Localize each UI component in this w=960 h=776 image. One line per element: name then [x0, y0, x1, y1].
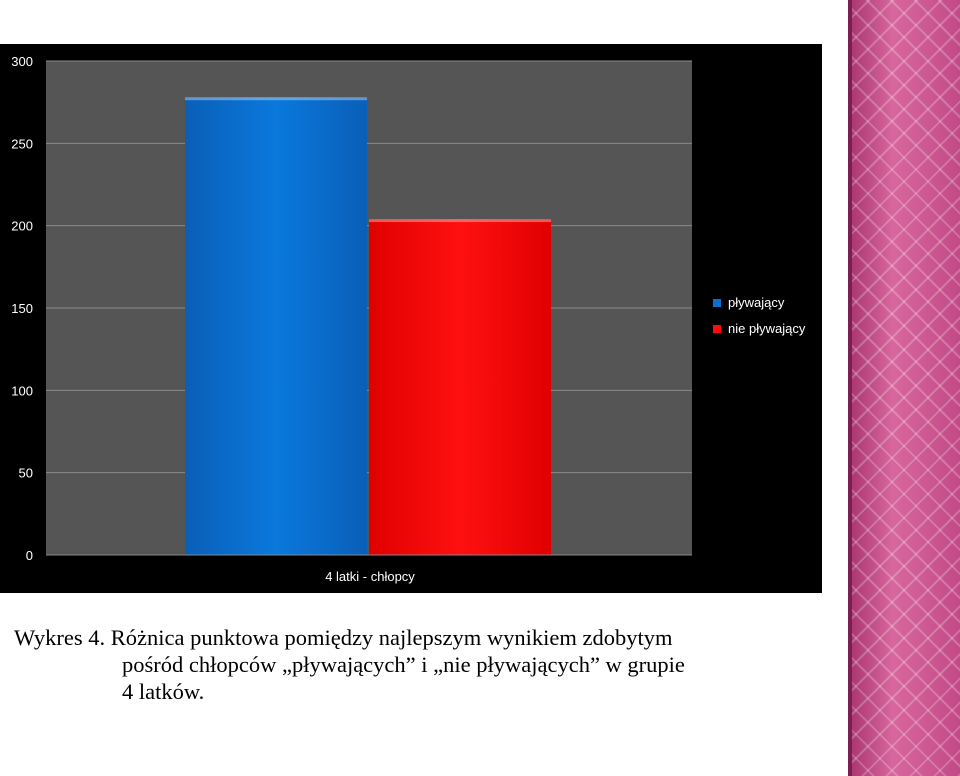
y-tick-label: 100 — [11, 383, 33, 398]
y-tick-label: 250 — [11, 136, 33, 151]
decorative-side-strip — [848, 0, 960, 776]
y-tick-label: 150 — [11, 301, 33, 316]
legend-label-plywajacy: pływający — [728, 295, 785, 310]
legend-swatch-nie-plywajacy — [713, 325, 721, 333]
chart-panel: 300 250 200 150 100 50 0 4 latki - chłopcy pły… — [0, 44, 822, 593]
bar-nie-plywajacy — [369, 219, 551, 555]
bar-highlight — [369, 219, 551, 223]
bars — [185, 97, 551, 555]
x-category-label: 4 latki - chłopcy — [325, 569, 415, 584]
legend-swatch-plywajacy — [713, 299, 721, 307]
side-strip-edge — [848, 0, 852, 776]
caption-line-2: pośród chłopców „pływających” i „nie pły… — [122, 652, 685, 677]
caption-line-1: Wykres 4. Różnica punktowa pomiędzy najl… — [14, 625, 673, 650]
figure-caption: Wykres 4. Różnica punktowa pomiędzy najl… — [14, 624, 814, 705]
y-tick-label: 0 — [26, 548, 33, 563]
y-tick-label: 50 — [19, 466, 33, 481]
y-axis-ticks: 300 250 200 150 100 50 0 — [11, 54, 33, 563]
y-tick-label: 300 — [11, 54, 33, 69]
caption-line-3: 4 latków. — [122, 679, 205, 704]
bar-plywajacy — [185, 97, 367, 555]
bar-chart: 300 250 200 150 100 50 0 4 latki - chłopcy pły… — [11, 54, 806, 584]
legend: pływający nie pływający — [713, 295, 806, 336]
y-tick-label: 200 — [11, 219, 33, 234]
bar-highlight — [185, 97, 367, 101]
legend-label-nie-plywajacy: nie pływający — [728, 321, 806, 336]
